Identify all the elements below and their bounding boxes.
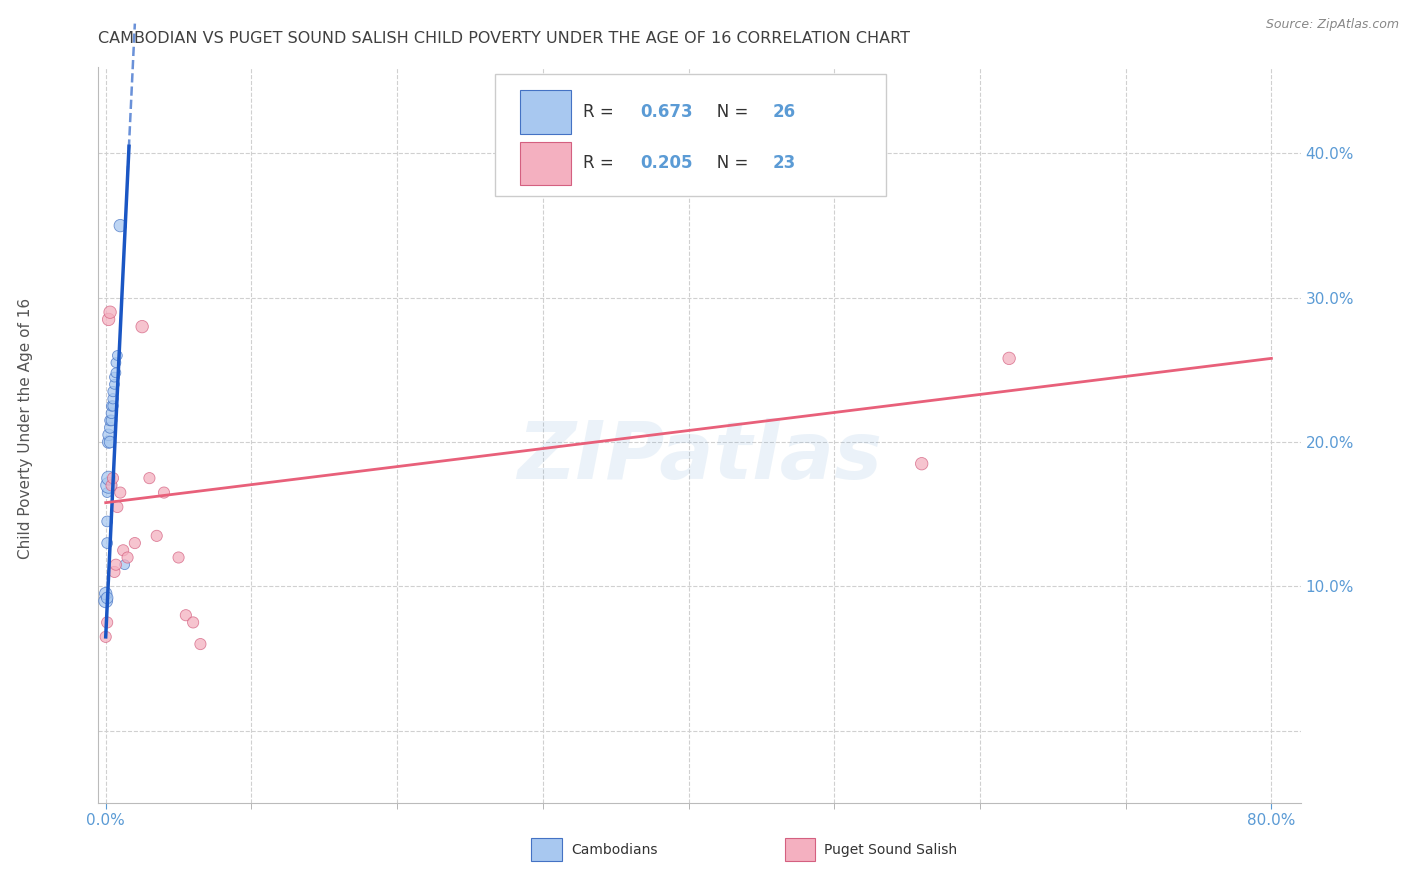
Point: [190, 637, 212, 651]
Point: [100, 478, 122, 492]
Text: Cambodians: Cambodians: [571, 843, 658, 857]
FancyBboxPatch shape: [520, 90, 571, 134]
Text: 23: 23: [773, 154, 796, 172]
Text: Source: ZipAtlas.com: Source: ZipAtlas.com: [1265, 18, 1399, 31]
Point: [101, 384, 124, 399]
Text: 0.673: 0.673: [641, 103, 693, 121]
Point: [100, 399, 122, 413]
Point: [96, 536, 118, 550]
Point: [131, 319, 153, 334]
Point: [104, 356, 127, 370]
Point: [98, 435, 121, 450]
Text: CAMBODIAN VS PUGET SOUND SALISH CHILD POVERTY UNDER THE AGE OF 16 CORRELATION CH: CAMBODIAN VS PUGET SOUND SALISH CHILD PO…: [98, 31, 911, 46]
Point: [103, 565, 125, 579]
Text: R =: R =: [583, 103, 619, 121]
Point: [145, 529, 167, 543]
Point: [101, 392, 124, 406]
Text: Child Poverty Under the Age of 16: Child Poverty Under the Age of 16: [18, 298, 32, 558]
FancyBboxPatch shape: [520, 142, 571, 186]
Point: [97, 312, 120, 326]
Point: [97, 435, 120, 450]
Point: [167, 550, 190, 565]
Point: [117, 550, 139, 565]
Point: [181, 615, 204, 630]
Text: Puget Sound Salish: Puget Sound Salish: [824, 843, 957, 857]
Point: [96, 485, 118, 500]
Text: 26: 26: [773, 103, 796, 121]
Point: [100, 413, 122, 427]
Point: [98, 420, 121, 434]
Text: 0.205: 0.205: [641, 154, 693, 172]
Point: [998, 351, 1021, 366]
Point: [98, 413, 121, 427]
Point: [96, 615, 118, 630]
Point: [103, 377, 125, 392]
Point: [97, 428, 120, 442]
Text: ZIPatlas: ZIPatlas: [517, 418, 882, 496]
Point: [94, 630, 117, 644]
Point: [94, 594, 117, 608]
Point: [103, 370, 125, 384]
FancyBboxPatch shape: [495, 74, 886, 195]
Point: [105, 500, 128, 514]
Text: N =: N =: [700, 154, 754, 172]
Point: [911, 457, 934, 471]
Point: [153, 485, 176, 500]
Point: [100, 406, 122, 420]
Point: [174, 608, 197, 623]
Point: [110, 219, 132, 233]
Point: [124, 536, 146, 550]
Point: [104, 558, 127, 572]
Point: [96, 591, 118, 605]
Text: N =: N =: [700, 103, 754, 121]
Point: [138, 471, 160, 485]
Point: [96, 515, 118, 529]
Point: [94, 586, 117, 600]
Point: [101, 471, 124, 485]
Point: [114, 558, 136, 572]
Point: [97, 478, 120, 492]
Point: [112, 543, 135, 558]
Point: [97, 471, 120, 485]
Text: R =: R =: [583, 154, 619, 172]
Point: [98, 305, 121, 319]
Point: [104, 366, 127, 380]
Point: [105, 349, 128, 363]
Point: [110, 485, 132, 500]
Point: [101, 399, 124, 413]
